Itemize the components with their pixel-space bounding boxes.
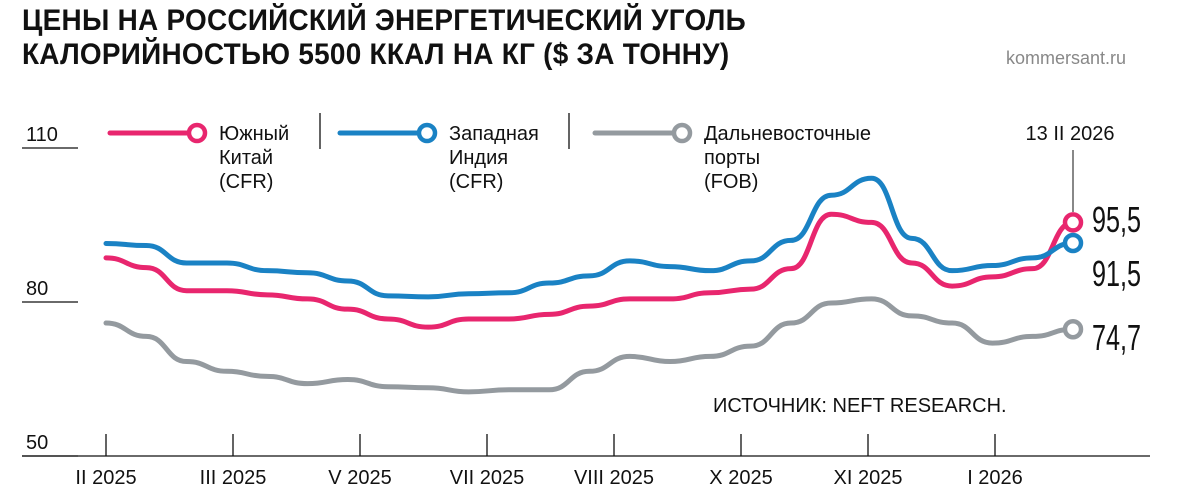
x-tick-label: V 2025 (328, 467, 391, 489)
series-end-marker-2 (1062, 318, 1084, 340)
x-tick-label: X 2025 (709, 467, 772, 489)
legend-label: (FOB) (704, 171, 758, 193)
legend-label: (CFR) (449, 171, 503, 193)
source-note: ИСТОЧНИК: NEFT RESEARCH. (713, 395, 1007, 417)
series-line-1 (103, 175, 1076, 300)
series-line-2 (103, 296, 1076, 395)
legend-label: Индия (449, 147, 508, 169)
x-tick-label: VII 2025 (450, 467, 525, 489)
y-tick-label: 80 (26, 278, 48, 300)
series-end-label: 74,7 (1092, 318, 1141, 359)
series-end-marker-1 (1062, 232, 1084, 254)
legend-label: Западная (449, 123, 539, 145)
legend-marker-1 (416, 122, 438, 144)
x-tick-label: VIII 2025 (574, 467, 654, 489)
legend-marker-0 (186, 122, 208, 144)
legend-label: (CFR) (219, 171, 273, 193)
x-tick-label: I 2026 (967, 467, 1023, 489)
x-tick-label: XI 2025 (834, 467, 903, 489)
site-credit: kommersant.ru (1005, 48, 1126, 68)
series-end-marker-0 (1062, 212, 1084, 233)
legend-marker-2 (671, 122, 693, 144)
legend-label: Дальневосточные (704, 123, 871, 145)
y-tick-label: 110 (26, 124, 58, 146)
chart-title: ЦЕНЫ НА РОССИЙСКИЙ ЭНЕРГЕТИЧЕСКИЙ УГОЛЬ … (22, 4, 746, 72)
legend-label: порты (704, 147, 760, 169)
x-tick-label: III 2025 (200, 467, 267, 489)
series-line-0 (103, 211, 1076, 330)
title-line-2: КАЛОРИЙНОСТЬЮ 5500 ККАЛ НА КГ ($ ЗА ТОНН… (22, 38, 730, 71)
end-date-label: 13 II 2026 (1026, 123, 1115, 145)
series-end-label: 91,5 (1092, 254, 1141, 295)
legend-label: Южный (219, 123, 289, 145)
legend-label: Китай (219, 147, 273, 169)
y-tick-label: 50 (26, 432, 48, 454)
x-tick-label: II 2025 (75, 467, 136, 489)
series-end-label: 95,5 (1092, 200, 1141, 241)
title-line-1: ЦЕНЫ НА РОССИЙСКИЙ ЭНЕРГЕТИЧЕСКИЙ УГОЛЬ (22, 4, 746, 37)
